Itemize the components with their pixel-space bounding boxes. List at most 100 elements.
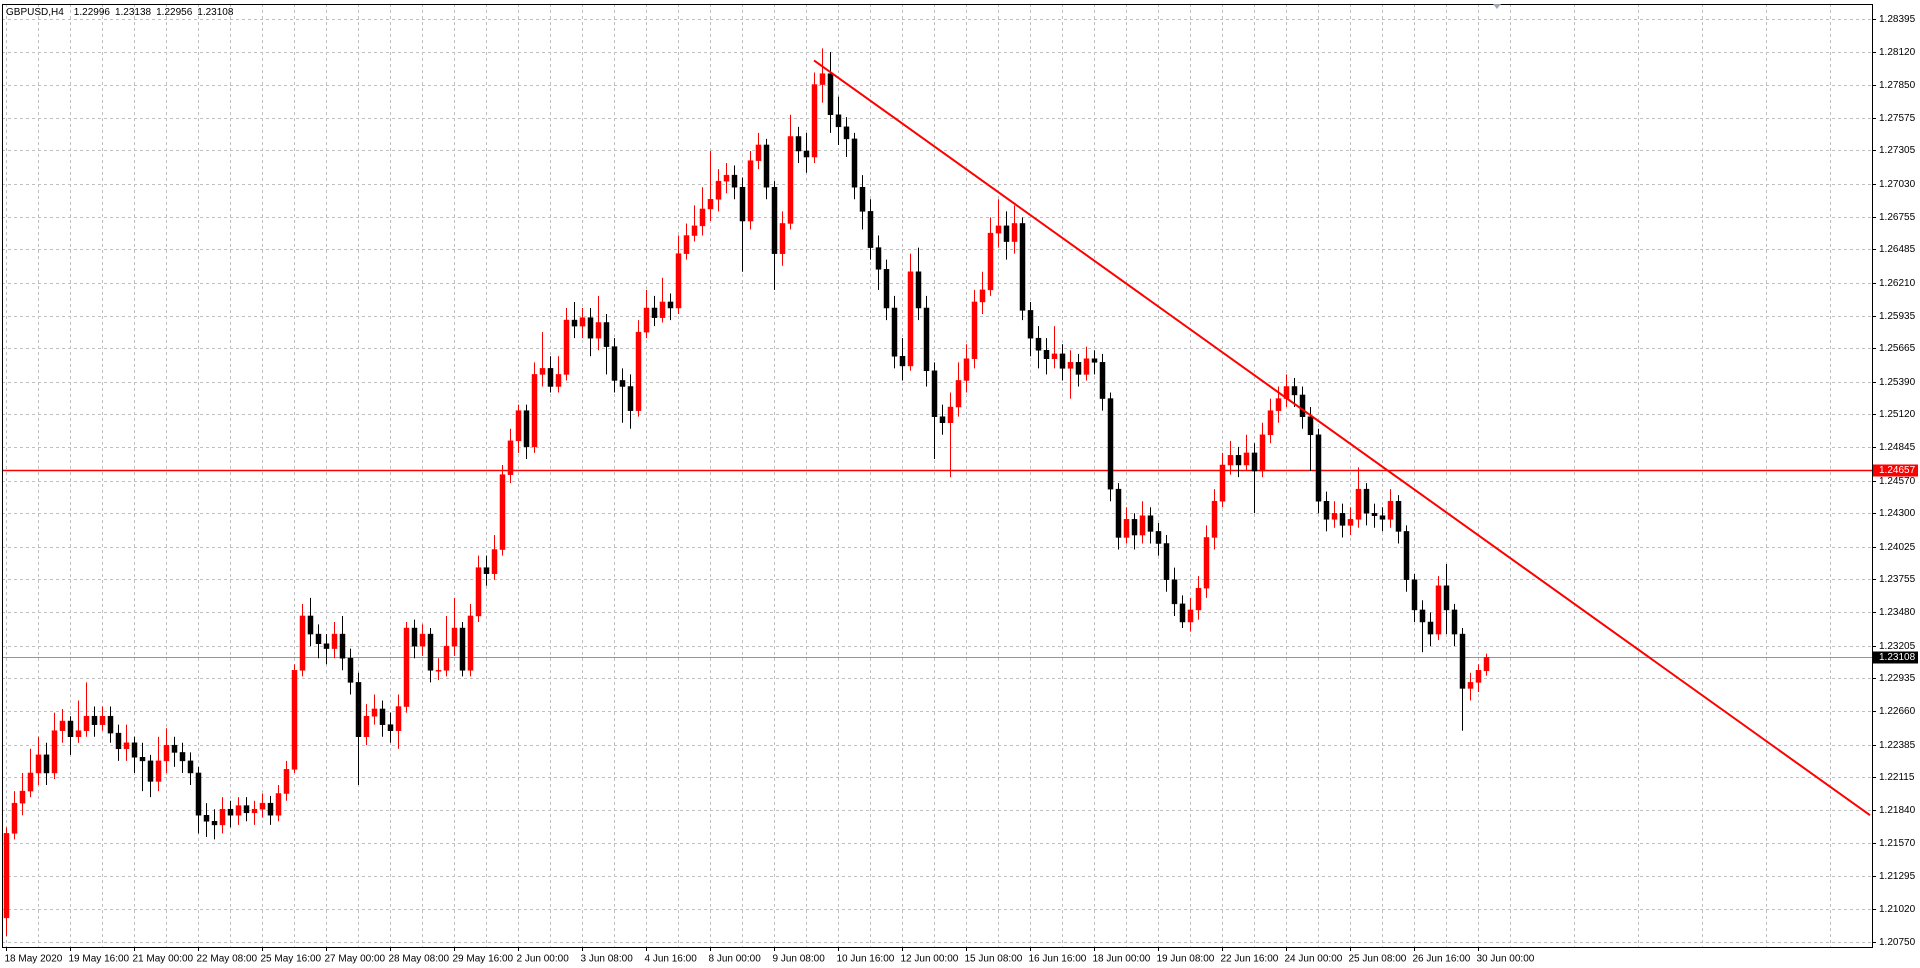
- candle-body: [227, 808, 234, 816]
- bid-tag-label: 1.23108: [1879, 652, 1916, 663]
- candle-body: [1315, 434, 1322, 502]
- x-tick-label: 26 Jun 16:00: [1413, 954, 1471, 965]
- candle-body: [443, 645, 450, 671]
- x-tick-label: 25 May 16:00: [261, 954, 322, 965]
- candle-body: [123, 742, 130, 750]
- candle-body: [259, 802, 266, 810]
- candle-body: [3, 833, 10, 919]
- candle-body: [283, 769, 290, 794]
- y-tick-label: 1.25935: [1879, 311, 1916, 322]
- x-tick-label: 18 May 2020: [5, 954, 63, 965]
- candle-body: [923, 307, 930, 372]
- candle-body: [211, 821, 218, 826]
- candle-body: [611, 346, 618, 381]
- candle-body: [915, 271, 922, 309]
- x-tick-label: 15 Jun 08:00: [965, 954, 1023, 965]
- candle-body: [243, 805, 250, 814]
- candle-body: [1323, 500, 1330, 520]
- header-high: 1.23138: [115, 7, 152, 18]
- candle-body: [1299, 394, 1306, 417]
- candle-body: [539, 368, 546, 375]
- candle-body: [315, 633, 322, 644]
- candle-body: [595, 322, 602, 339]
- candle-body: [939, 416, 946, 423]
- candle-body: [387, 724, 394, 731]
- x-tick-label: 22 Jun 16:00: [1221, 954, 1279, 965]
- candle-body: [11, 802, 18, 834]
- candle-body: [1371, 513, 1378, 516]
- candle-body: [1267, 410, 1274, 436]
- candle-body: [827, 73, 834, 115]
- candle-body: [371, 708, 378, 717]
- candle-body: [435, 670, 442, 672]
- candle-body: [795, 136, 802, 152]
- trendline: [813, 59, 1871, 817]
- candle-body: [187, 760, 194, 774]
- y-tick-label: 1.25120: [1879, 409, 1916, 420]
- candle-body: [859, 186, 866, 212]
- candle-body: [699, 208, 706, 227]
- y-tick-label: 1.22115: [1879, 772, 1915, 783]
- candle-body: [299, 615, 306, 671]
- candle-body: [1443, 585, 1450, 611]
- candle-body: [1075, 362, 1082, 375]
- candle-body: [851, 138, 858, 188]
- candle-body: [971, 301, 978, 359]
- candle-body: [147, 760, 154, 782]
- y-tick-label: 1.27305: [1879, 145, 1916, 156]
- candle-body: [1379, 515, 1386, 520]
- candle-body: [1027, 310, 1034, 339]
- candle-body: [75, 730, 82, 737]
- y-tick-label: 1.23205: [1879, 641, 1916, 652]
- candle-body: [339, 633, 346, 659]
- candle-body: [803, 150, 810, 158]
- y-tick-label: 1.22935: [1879, 673, 1916, 684]
- candle-body: [139, 757, 146, 762]
- candle-body: [491, 549, 498, 574]
- candle-body: [531, 374, 538, 448]
- candle-body: [755, 144, 762, 161]
- x-tick-label: 2 Jun 00:00: [517, 954, 570, 965]
- candle-body: [987, 232, 994, 291]
- candle-body: [811, 84, 818, 158]
- candle-body: [1227, 455, 1234, 466]
- candle-body: [779, 223, 786, 254]
- candle-body: [1035, 337, 1042, 351]
- candle-body: [459, 627, 466, 671]
- candle-body: [419, 633, 426, 647]
- y-tick-label: 1.22660: [1879, 706, 1916, 717]
- candle-body: [1067, 362, 1074, 369]
- candle-body: [483, 567, 490, 574]
- candle-body: [35, 754, 42, 774]
- candle-body: [1211, 500, 1218, 538]
- chart-header: GBPUSD,H4 1.22996 1.23138 1.22956 1.23108: [6, 7, 234, 18]
- candle-body: [635, 331, 642, 411]
- candle-body: [323, 643, 330, 649]
- y-tick-label: 1.26485: [1879, 244, 1916, 255]
- candle-body: [1355, 488, 1362, 520]
- candle-body: [1179, 603, 1186, 623]
- candle-body: [179, 752, 186, 762]
- candle-body: [643, 307, 650, 333]
- candle-body: [67, 720, 74, 737]
- candle-body: [1451, 609, 1458, 635]
- x-tick-label: 29 May 16:00: [453, 954, 514, 965]
- candle-body: [1043, 350, 1050, 359]
- axis-layer: 1.28395 1.28120 1.27850 1.27575 1.27305 1.270…: [2, 4, 1918, 965]
- y-tick-label: 1.26755: [1879, 212, 1916, 223]
- x-tick-label: 19 Jun 08:00: [1157, 954, 1215, 965]
- candle-body: [27, 772, 34, 792]
- candle-body: [947, 406, 954, 423]
- y-tick-label: 1.23480: [1879, 607, 1916, 618]
- candle-body: [307, 615, 314, 635]
- candle-body: [747, 160, 754, 222]
- candle-body: [1099, 362, 1106, 399]
- candle-body: [275, 793, 282, 816]
- candle-body: [1403, 531, 1410, 580]
- candle-body: [267, 802, 274, 816]
- candle-body: [411, 627, 418, 647]
- candle-body: [1363, 488, 1370, 514]
- x-tick-label: 19 May 16:00: [69, 954, 130, 965]
- x-tick-label: 16 Jun 16:00: [1029, 954, 1087, 965]
